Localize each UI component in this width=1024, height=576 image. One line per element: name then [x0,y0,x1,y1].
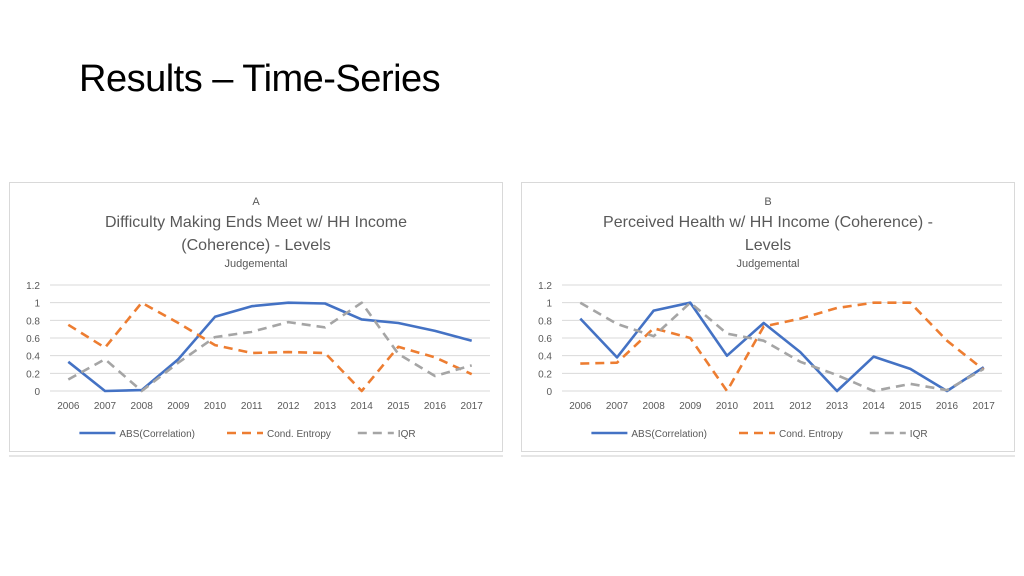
x-tick-label: 2007 [94,401,117,412]
x-tick-label: 2014 [863,401,886,412]
chart-panel-label: B [764,196,771,208]
x-tick-label: 2010 [204,401,227,412]
x-tick-label: 2014 [351,401,374,412]
chart-panel-a: A Difficulty Making Ends Meet w/ HH Incom… [9,182,503,452]
x-tick-label: 2017 [973,401,996,412]
chart-panel-b: B Perceived Health w/ HH Income (Coherenc… [521,182,1015,452]
series-line-abs-correlation [579,301,985,393]
x-tick-label: 2006 [57,401,80,412]
x-tick-label: 2009 [167,401,190,412]
chart-a: A Difficulty Making Ends Meet w/ HH Incom… [26,196,490,440]
y-tick-label: 0.6 [26,334,40,345]
chart-subtitle: Judgemental [225,258,288,270]
y-tick-label: 0.4 [26,352,40,363]
legend-label: ABS(Correlation) [631,429,707,440]
y-tick-label: 0.4 [538,352,552,363]
y-tick-label: 0 [546,387,552,398]
x-tick-label: 2006 [569,401,592,412]
y-tick-label: 1 [546,299,552,310]
y-tick-label: 1 [34,299,40,310]
chart-panel-label: A [252,196,260,208]
x-tick-label: 2012 [277,401,300,412]
x-tick-label: 2016 [936,401,959,412]
x-tick-label: 2008 [643,401,666,412]
chart-title-line-1: Difficulty Making Ends Meet w/ HH Income [105,214,407,231]
series-line-iqr [579,301,985,393]
series-line-cond-entropy [67,301,473,393]
y-tick-label: 0.8 [538,316,552,327]
y-tick-label: 1.2 [26,281,40,292]
x-tick-label: 2007 [606,401,629,412]
x-tick-label: 2011 [241,401,263,412]
x-tick-label: 2008 [131,401,154,412]
x-tick-label: 2013 [826,401,849,412]
series-line-abs-correlation [67,301,473,393]
y-tick-label: 0.8 [26,316,40,327]
y-tick-label: 1.2 [538,281,552,292]
x-tick-label: 2016 [424,401,447,412]
panel-a-divider [9,455,503,457]
chart-subtitle: Judgemental [737,258,800,270]
x-tick-label: 2013 [314,401,337,412]
series-line-cond-entropy [580,301,985,393]
chart-b: B Perceived Health w/ HH Income (Coherenc… [538,196,1002,440]
series-line-iqr [67,301,473,393]
slide-title: Results – Time-Series [79,58,441,100]
legend-label: Cond. Entropy [779,429,843,440]
chart-title-line-2: Levels [745,237,791,254]
y-tick-label: 0 [34,387,40,398]
panel-b-divider [521,455,1015,457]
chart-title-line-2: (Coherence) - Levels [181,237,330,254]
legend-label: ABS(Correlation) [119,429,195,440]
x-tick-label: 2015 [899,401,922,412]
x-tick-label: 2011 [753,401,775,412]
y-tick-label: 0.2 [26,369,40,380]
x-tick-label: 2009 [679,401,702,412]
x-tick-label: 2012 [789,401,812,412]
legend-label: IQR [398,429,416,440]
legend-label: IQR [910,429,928,440]
y-tick-label: 0.6 [538,334,552,345]
x-tick-label: 2017 [461,401,484,412]
y-tick-label: 0.2 [538,369,552,380]
x-tick-label: 2015 [387,401,410,412]
x-tick-label: 2010 [716,401,739,412]
chart-title-line-1: Perceived Health w/ HH Income (Coherence… [603,214,933,231]
legend-label: Cond. Entropy [267,429,331,440]
